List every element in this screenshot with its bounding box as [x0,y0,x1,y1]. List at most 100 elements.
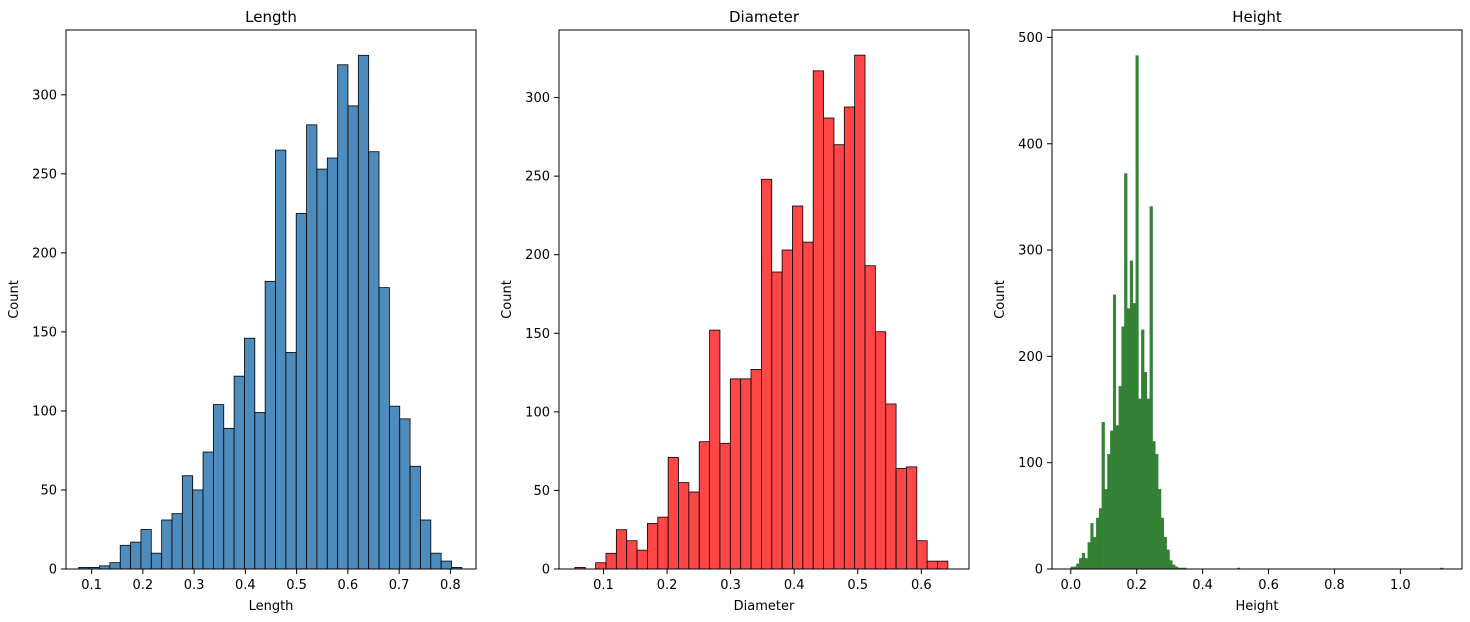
y-tick-label: 200 [32,246,57,261]
y-tick-label: 100 [1018,456,1043,471]
x-tick-label: 0.7 [389,578,410,593]
histogram-bar [698,441,710,570]
axes-frame [1051,29,1463,570]
histogram-bar [171,513,183,570]
histogram-bar [1087,542,1091,570]
histogram-bar [1155,454,1159,570]
histogram-bar [212,404,225,570]
y-axis-label: Count [500,280,515,319]
y-axis-label: Count [7,280,22,319]
histogram-bar [388,405,401,570]
histogram-bar [285,352,297,570]
histogram-bar [657,516,669,570]
histogram-bar [1163,536,1167,570]
histogram-bar [823,117,835,570]
y-tick-label: 250 [32,167,57,182]
histogram-bars [1070,55,1444,570]
histogram-bar [595,562,607,570]
histogram-bar [1121,326,1125,570]
histogram-bar [647,523,659,570]
histogram-bar [1172,564,1176,570]
histogram-bar [1143,372,1148,570]
histogram-bar [926,560,938,570]
histogram-bar [109,562,121,570]
histogram-bar [719,442,731,570]
histogram-bar [854,54,866,570]
y-axis-label: Count [993,280,1008,319]
histogram-bar [729,378,742,570]
histogram-bar [1118,385,1122,570]
histogram-bar [688,491,700,570]
histogram-bar [626,540,638,570]
x-tick-label: 0.5 [286,578,307,593]
histogram-bar [1090,523,1094,570]
x-axis-label: Height [1236,599,1279,614]
histogram-bar [254,412,266,570]
histogram-bar [264,280,276,570]
histogram-bar [1101,422,1105,570]
histogram-bar [1107,454,1111,570]
histogram-bar [140,529,152,570]
histogram-bar [1160,517,1165,570]
axes-frame [558,29,970,570]
histogram-bar [843,106,856,570]
histogram-bar [1129,260,1134,570]
histogram-bar [1104,489,1108,570]
histogram-bar [771,271,783,570]
histogram-bar [874,331,887,570]
chart-title: Length [245,8,297,26]
x-tick-label: 0.3 [720,578,741,593]
histogram-bar [615,529,628,570]
histogram-bar [740,378,752,570]
histogram-bar [1093,536,1097,570]
histogram-bar [636,549,648,570]
histogram-bar [885,403,897,570]
x-tick-label: 0.2 [133,578,154,593]
histogram-bar [161,519,173,570]
histogram-bar [378,287,390,570]
histogram-bar [1076,563,1080,570]
x-tick-label: 0.1 [593,578,614,593]
histogram-bar [1166,549,1170,570]
x-tick-label: 0.2 [1126,578,1147,593]
x-tick-label: 0.4 [1192,578,1213,593]
x-tick-label: 0.1 [81,578,102,593]
x-axis-label: Length [249,599,294,614]
y-tick-label: 50 [40,483,57,498]
histogram-bar [1110,430,1114,570]
histogram-bar [275,149,287,570]
x-tick-label: 0.6 [1258,578,1279,593]
y-tick-label: 0 [49,563,57,578]
histogram-bar [223,427,235,570]
histogram-bar [1132,303,1136,570]
y-tick-label: 100 [525,405,550,420]
histogram-bar [409,465,421,570]
histogram-bar [399,418,411,570]
histogram-bar [150,552,163,570]
histogram-bar [295,212,307,570]
histogram-bar [895,468,907,570]
x-tick-label: 0.4 [235,578,256,593]
histogram-bar [864,265,876,570]
histogram-bar [605,552,617,570]
axes-frame [65,29,477,570]
chart-panel-2: 0.1 0.2 0.3 0.4 0.5 0.6 0 50 100 150 200 250 300 Diam… [500,8,970,614]
histogram-bar [1149,206,1153,570]
histogram-bar [760,178,773,570]
histogram-bar [916,540,928,570]
chart-panel-1: 0.1 0.2 0.3 0.4 0.5 0.6 0.7 0.8 0 50 100 150 200 250 3… [7,8,477,614]
histogram-bar [781,249,793,570]
histogram-bar [667,457,679,570]
x-tick-label: 0.6 [338,578,359,593]
y-tick-label: 0 [542,563,550,578]
x-tick-label: 0.4 [784,578,805,593]
x-tick-label: 1.0 [1390,578,1411,593]
histogram-bar [181,475,194,570]
x-tick-label: 0.6 [911,578,932,593]
histogram-bar [357,54,370,570]
chart-title: Diameter [729,8,800,26]
histogram-bar [119,544,131,570]
histogram-bar [337,64,349,570]
histogram-bar [420,519,432,570]
y-tick-label: 250 [525,170,550,185]
